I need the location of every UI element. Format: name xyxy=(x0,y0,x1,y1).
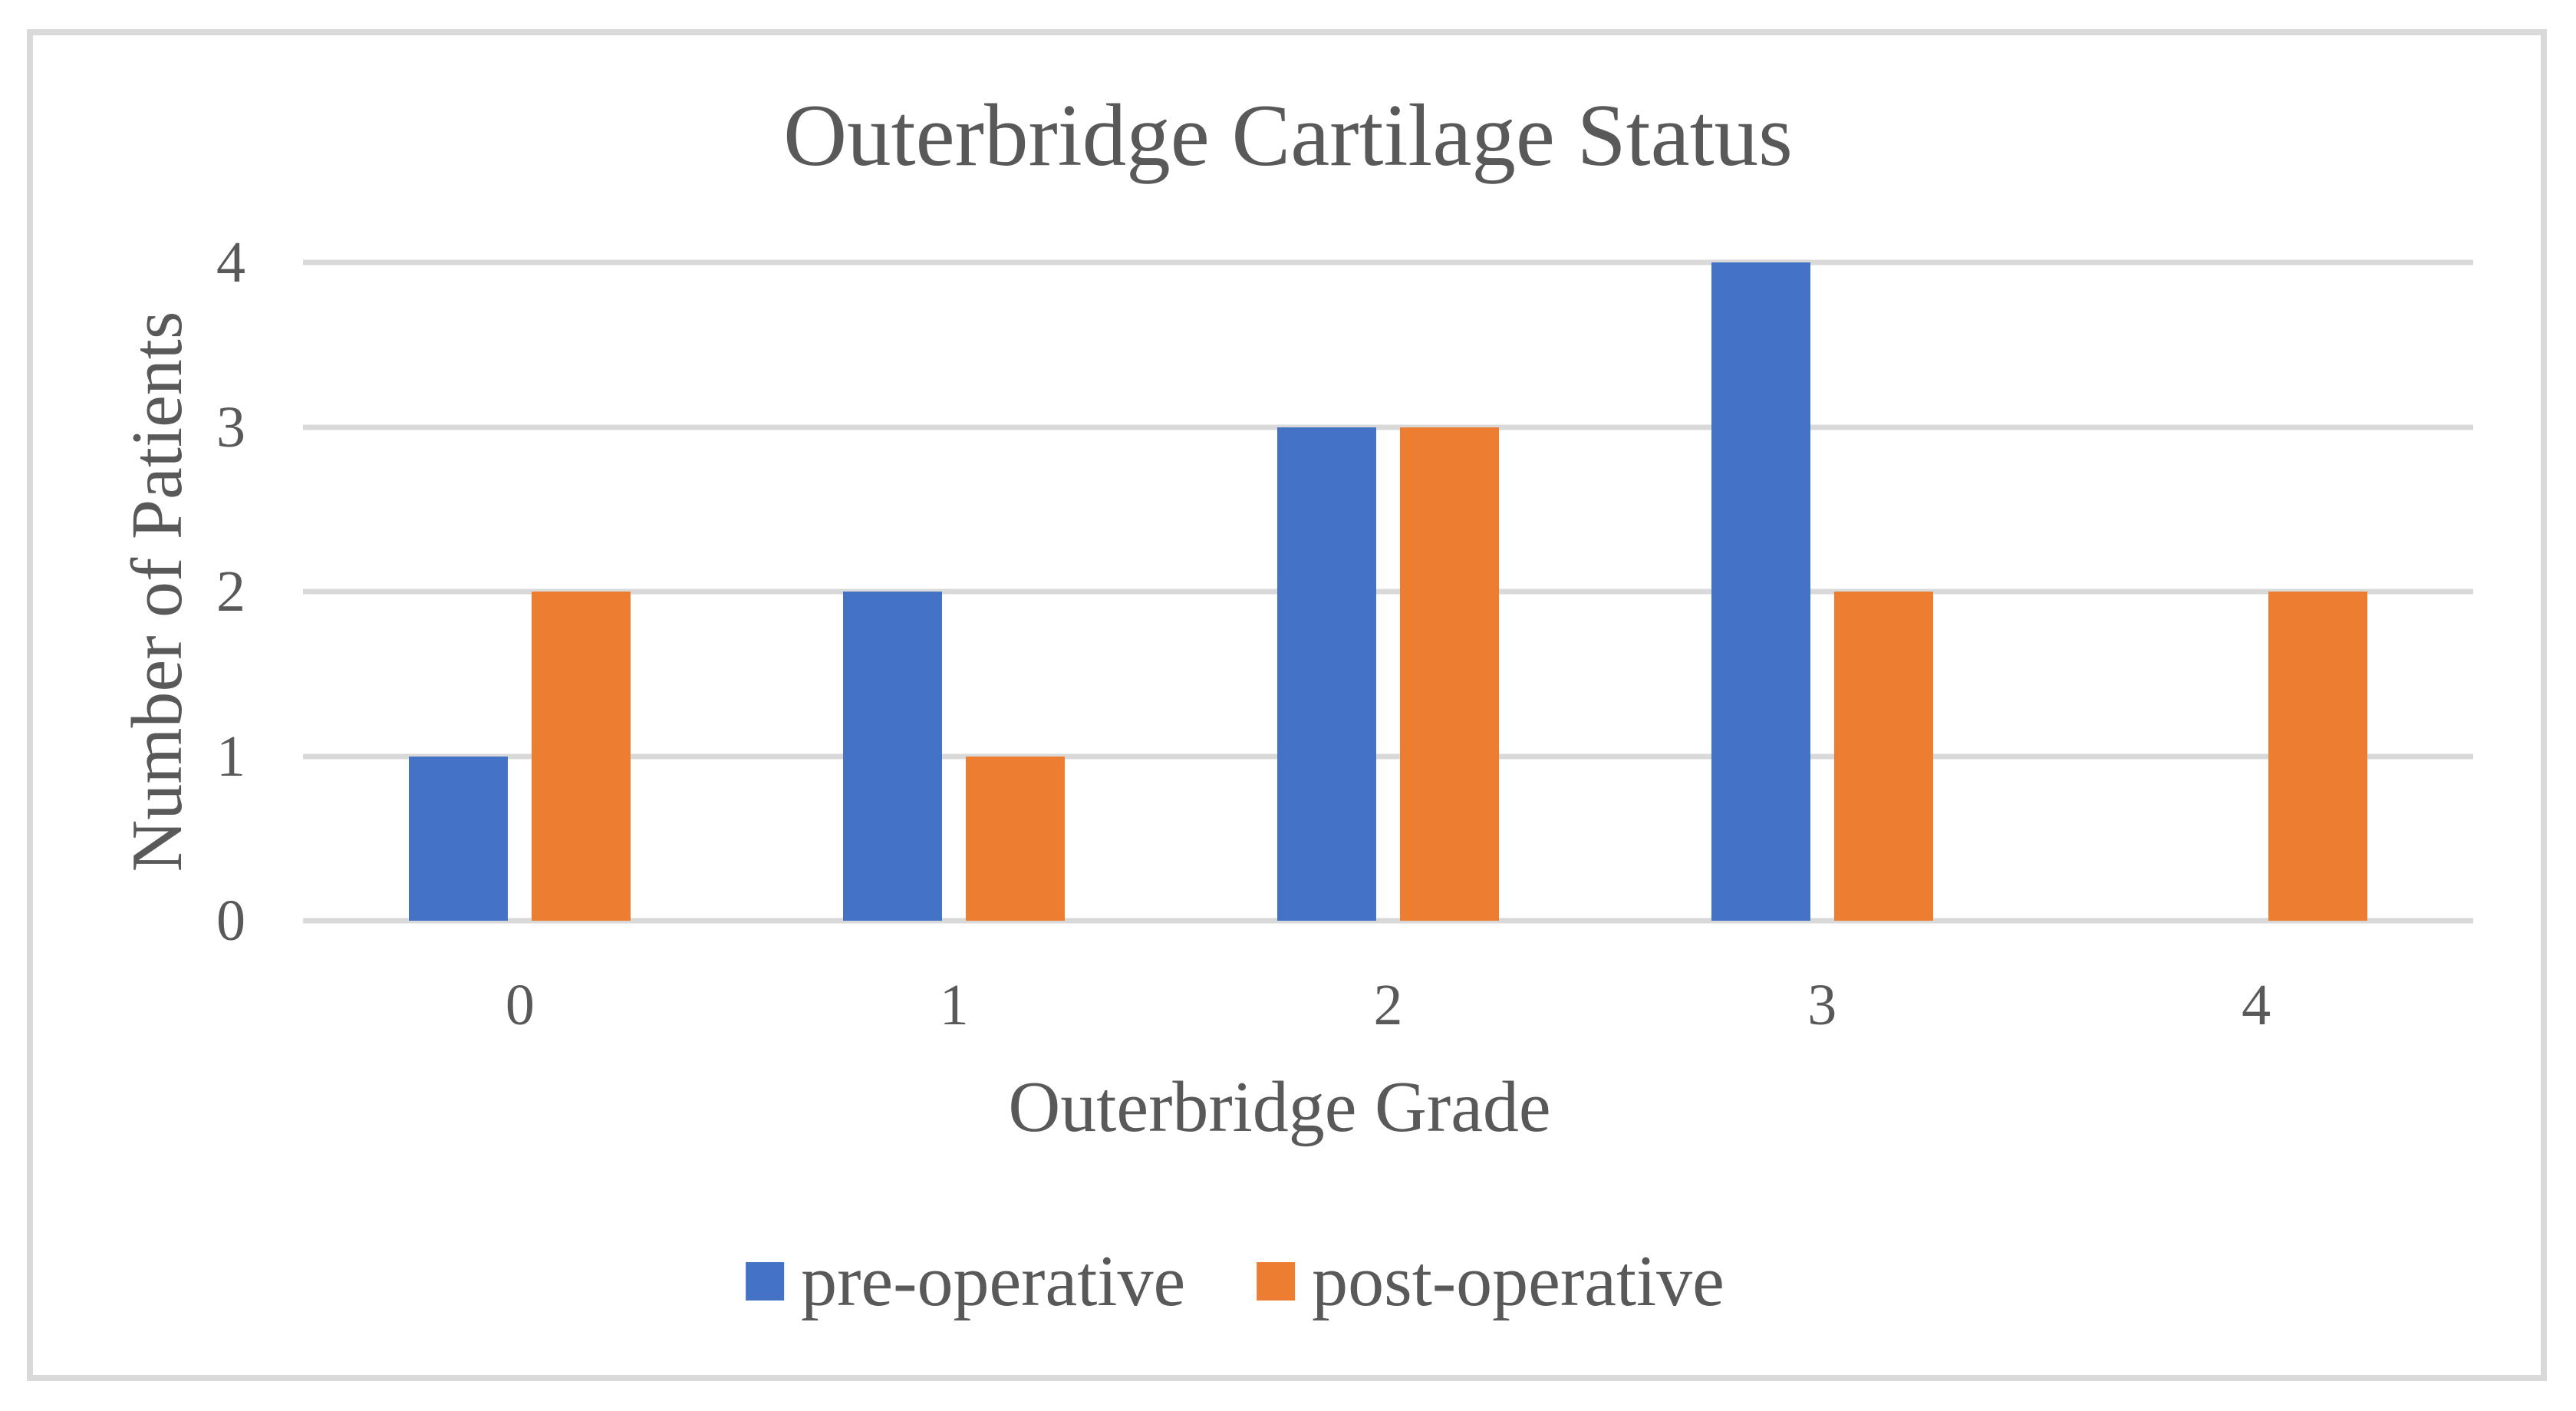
legend-item-post-operative: post-operative xyxy=(1257,1245,1724,1317)
legend-item-pre-operative: pre-operative xyxy=(746,1245,1185,1317)
bar-pre-operative-grade-3 xyxy=(1711,262,1810,921)
bar-post-operative-grade-2 xyxy=(1399,427,1499,921)
legend-label-post-operative: post-operative xyxy=(1312,1241,1724,1321)
bar-post-operative-grade-3 xyxy=(1833,592,1933,921)
bar-post-operative-grade-4 xyxy=(2268,592,2367,921)
gridline-y-0 xyxy=(303,918,2473,924)
bar-post-operative-grade-0 xyxy=(532,592,631,921)
x-tick-label-0: 0 xyxy=(505,973,535,1037)
gridline-y-3 xyxy=(303,424,2473,430)
y-tick-label-0: 0 xyxy=(216,888,245,953)
x-tick-label-1: 1 xyxy=(939,973,969,1037)
x-tick-label-2: 2 xyxy=(1373,973,1403,1037)
bar-group-grade-2 xyxy=(1171,262,1606,921)
y-tick-label-1: 1 xyxy=(216,724,245,789)
x-tick-label-3: 3 xyxy=(1807,973,1837,1037)
bar-pre-operative-grade-2 xyxy=(1276,427,1376,921)
legend-marker-pre-operative xyxy=(746,1262,785,1301)
gridline-y-4 xyxy=(303,259,2473,265)
legend-label-pre-operative: pre-operative xyxy=(801,1241,1186,1321)
figure-border xyxy=(27,29,2547,1381)
plot-area: 0 1 2 3 4 xyxy=(216,233,2473,950)
bar-pre-operative-grade-1 xyxy=(843,592,943,921)
chart-title: Outerbridge Cartilage Status xyxy=(783,87,1793,184)
bar-group-grade-3 xyxy=(1605,262,2039,921)
bar-groups xyxy=(303,262,2473,921)
x-tick-labels: 0 1 2 3 4 xyxy=(303,976,2473,1034)
legend-marker-post-operative xyxy=(1257,1262,1296,1301)
bar-pre-operative-grade-0 xyxy=(409,756,509,921)
x-axis-title: Outerbridge Grade xyxy=(1008,1067,1551,1147)
bar-group-grade-1 xyxy=(737,262,1171,921)
y-tick-label-3: 3 xyxy=(216,394,245,460)
gridline-y-1 xyxy=(303,753,2473,759)
y-tick-label-2: 2 xyxy=(216,559,245,624)
legend: pre-operative post-operative xyxy=(746,1245,1724,1317)
bar-group-grade-0 xyxy=(303,262,737,921)
x-tick-label-4: 4 xyxy=(2242,973,2271,1037)
gridline-y-2 xyxy=(303,588,2473,595)
y-tick-label-4: 4 xyxy=(216,230,245,295)
bar-post-operative-grade-1 xyxy=(966,756,1066,921)
bar-group-grade-4 xyxy=(2039,262,2473,921)
